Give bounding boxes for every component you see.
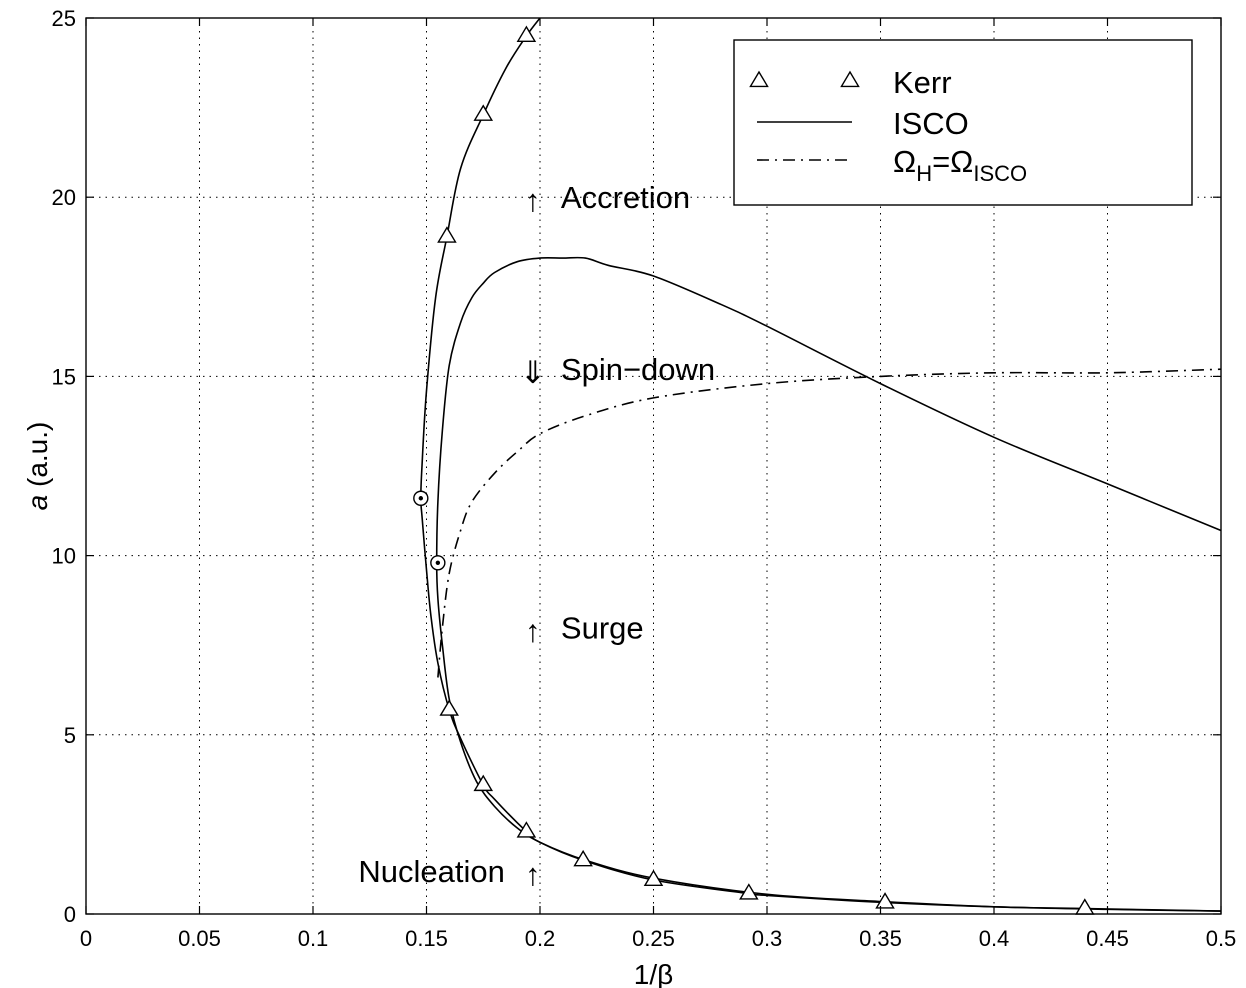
annotation-arrow: ↑ xyxy=(525,183,541,218)
annotations: ↑ Accretion ⇓ Spin−down ↑ Surge ↑ Nucleation xyxy=(358,180,715,892)
series-line-isco xyxy=(435,256,1221,912)
y-axis-label-italic: a xyxy=(22,495,53,511)
legend-omega-sub-isco: ISCO xyxy=(973,161,1027,186)
kerr-marker xyxy=(473,104,494,121)
series-line-h-isco xyxy=(437,368,1221,678)
annotation-spin-down: Spin−down xyxy=(561,352,715,387)
x-axis-label: 1/β xyxy=(634,959,673,988)
legend-entry-omega: ΩH=ΩISCO xyxy=(893,144,1027,186)
legend-entry-kerr: Kerr xyxy=(893,65,952,100)
critical-points xyxy=(413,490,446,571)
x-tick-label: 0.3 xyxy=(752,926,783,951)
y-tick-label: 20 xyxy=(52,185,76,210)
legend: Kerr ISCO ΩH=ΩISCO xyxy=(733,39,1193,206)
annotation-nucleation: Nucleation xyxy=(358,854,504,889)
legend-samples xyxy=(749,70,860,161)
kerr-marker xyxy=(439,699,459,716)
kerr-marker xyxy=(875,892,895,909)
y-tick-label: 5 xyxy=(64,723,76,748)
x-tick-label: 0.45 xyxy=(1086,926,1129,951)
annotation-arrow: ⇓ xyxy=(520,355,546,390)
annotation-surge: Surge xyxy=(561,610,644,645)
kerr-marker xyxy=(473,774,494,792)
y-axis-label: a (a.u.) xyxy=(22,422,53,511)
annotation-arrow: ↑ xyxy=(525,613,541,648)
x-tick-label: 0.35 xyxy=(859,926,902,951)
grid-lines xyxy=(86,18,1221,914)
x-tick-label: 0.05 xyxy=(178,926,221,951)
axis-ticks: 0 0.05 0.1 0.15 0.2 0.25 0.3 0.35 0.4 0.45 0.5 0 5 10… xyxy=(52,6,1237,951)
legend-omega-eq: =Ω xyxy=(932,144,973,179)
annotation-accretion: Accretion xyxy=(561,180,690,215)
kerr-marker xyxy=(739,883,759,900)
legend-omega-main: Ω xyxy=(893,144,916,179)
kerr-marker xyxy=(573,849,593,867)
y-axis-label-rest: (a.u.) xyxy=(22,422,53,495)
y-tick-label: 10 xyxy=(52,544,76,569)
kerr-marker xyxy=(643,869,664,887)
legend-sample-triangle-left xyxy=(749,70,769,88)
x-tick-label: 0.2 xyxy=(525,926,556,951)
critical-point-dot xyxy=(418,496,424,501)
kerr-marker xyxy=(437,226,457,243)
x-tick-label: 0.1 xyxy=(298,926,329,951)
kerr-marker xyxy=(1075,898,1095,915)
x-tick-label: 0.4 xyxy=(979,926,1010,951)
x-tick-label: 0.25 xyxy=(632,926,675,951)
y-tick-label: 0 xyxy=(64,902,76,927)
legend-omega-sub-h: H xyxy=(916,161,932,186)
kerr-markers xyxy=(437,25,1095,915)
legend-entry-isco: ISCO xyxy=(893,106,969,141)
kerr-marker xyxy=(516,821,537,838)
kerr-marker xyxy=(516,25,537,43)
critical-point-dot xyxy=(435,560,441,565)
y-tick-label: 25 xyxy=(52,6,76,31)
annotation-arrow: ↑ xyxy=(525,857,541,892)
x-tick-label: 0.5 xyxy=(1206,926,1237,951)
x-tick-label: 0 xyxy=(80,926,92,951)
x-tick-label: 0.15 xyxy=(405,926,448,951)
legend-sample-triangle-right xyxy=(840,70,860,88)
y-tick-label: 15 xyxy=(52,364,76,389)
